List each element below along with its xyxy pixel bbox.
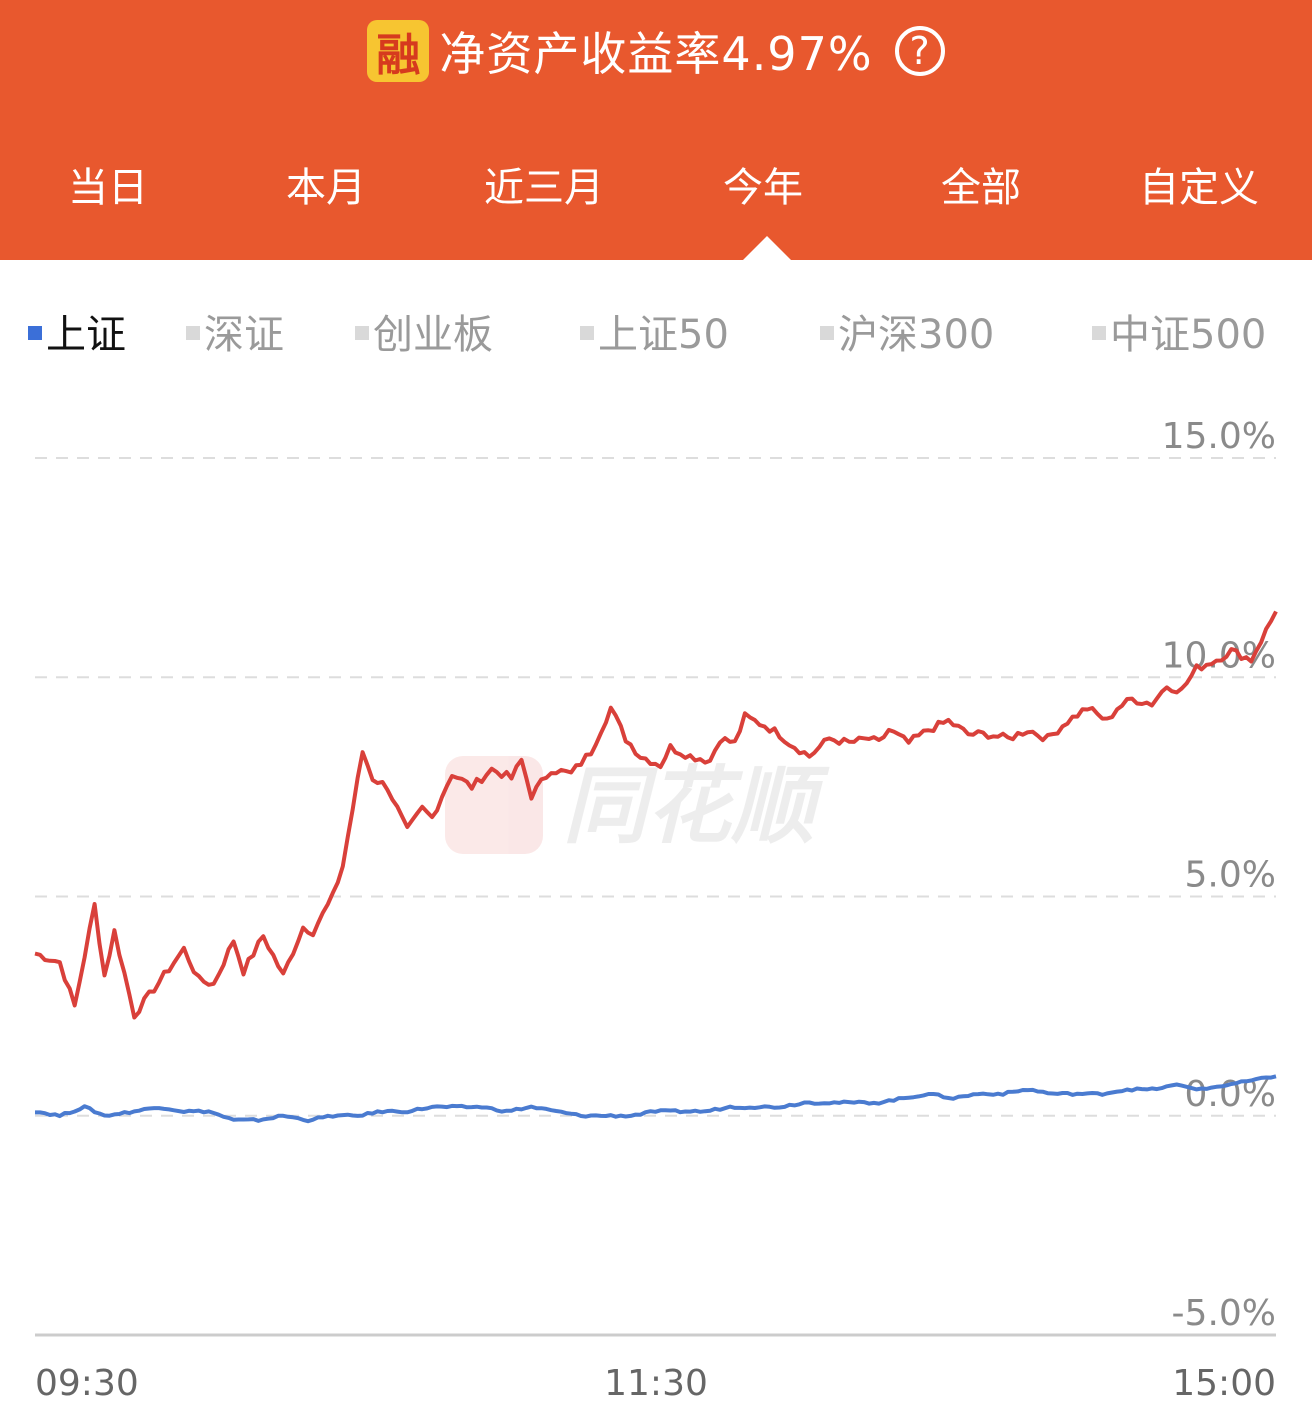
legend-item-sse50[interactable]: 上证50 bbox=[580, 305, 729, 365]
x-tick-label: 11:30 bbox=[604, 1363, 708, 1404]
legend-label: 沪深300 bbox=[838, 312, 995, 358]
tab-this-month[interactable]: 本月 bbox=[286, 165, 366, 211]
watermark-text: 同花顺 bbox=[563, 757, 816, 855]
y-axis-ticks: 15.0% 10.0% 5.0% 0.0% -5.0% bbox=[1162, 416, 1276, 1334]
y-tick-label: 10.0% bbox=[1162, 635, 1276, 676]
title-row: 融 净资产收益率4.97% ? bbox=[0, 18, 1312, 84]
legend-label: 中证500 bbox=[1110, 312, 1267, 358]
legend-item-chinext[interactable]: 创业板 bbox=[355, 305, 493, 365]
roe-title: 净资产收益率4.97% bbox=[439, 27, 873, 81]
legend-label: 深证 bbox=[204, 312, 284, 358]
return-chart: 15.0% 10.0% 5.0% 0.0% -5.0% 09:30 11:30 15:00 bbox=[34, 416, 1278, 1404]
legend-square-icon bbox=[1092, 326, 1106, 340]
legend-item-shenzhen[interactable]: 深证 bbox=[186, 305, 284, 365]
legend-label: 创业板 bbox=[373, 312, 493, 358]
legend-item-csi300[interactable]: 沪深300 bbox=[820, 305, 994, 365]
y-tick-label: 15.0% bbox=[1162, 416, 1276, 457]
y-tick-label: -5.0% bbox=[1172, 1293, 1276, 1334]
tab-this-year[interactable]: 今年 bbox=[723, 165, 803, 211]
question-circle-icon[interactable]: ? bbox=[894, 26, 945, 76]
legend-square-icon bbox=[186, 326, 200, 340]
y-tick-label: 5.0% bbox=[1185, 855, 1276, 896]
tab-custom[interactable]: 自定义 bbox=[1139, 165, 1259, 211]
period-tabs: 当日 本月 近三月 今年 全部 自定义 bbox=[0, 155, 1312, 225]
legend-label: 上证 bbox=[46, 312, 126, 358]
legend-square-icon bbox=[355, 326, 369, 340]
active-tab-indicator bbox=[742, 236, 792, 261]
legend-item-csi500[interactable]: 中证500 bbox=[1092, 305, 1266, 365]
header-bar: 融 净资产收益率4.97% ? 当日 本月 近三月 今年 全部 自定义 bbox=[0, 0, 1312, 261]
account-line bbox=[34, 610, 1278, 1020]
rong-badge-icon: 融 bbox=[367, 20, 430, 82]
tab-all[interactable]: 全部 bbox=[941, 165, 1021, 211]
legend-square-icon bbox=[580, 326, 594, 340]
tab-today[interactable]: 当日 bbox=[68, 165, 148, 211]
x-tick-label: 09:30 bbox=[35, 1363, 139, 1404]
index-line bbox=[35, 1074, 1277, 1124]
index-legend: 上证 深证 创业板 上证50 沪深300 中证500 bbox=[0, 305, 1312, 365]
x-axis-ticks: 09:30 11:30 15:00 bbox=[35, 1363, 1276, 1404]
chart-grid bbox=[35, 457, 1276, 1337]
legend-square-icon bbox=[820, 326, 834, 340]
legend-square-icon bbox=[28, 326, 42, 340]
legend-label: 上证50 bbox=[598, 312, 729, 358]
y-tick-label: 0.0% bbox=[1185, 1074, 1276, 1115]
tab-three-months[interactable]: 近三月 bbox=[484, 165, 604, 211]
x-tick-label: 15:00 bbox=[1172, 1363, 1276, 1404]
legend-item-shanghai[interactable]: 上证 bbox=[28, 305, 126, 365]
chart-lines bbox=[34, 610, 1278, 1124]
